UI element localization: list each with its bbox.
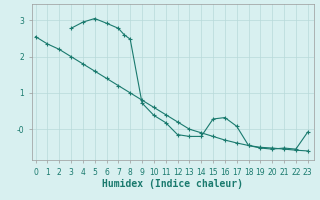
X-axis label: Humidex (Indice chaleur): Humidex (Indice chaleur) <box>102 179 243 189</box>
